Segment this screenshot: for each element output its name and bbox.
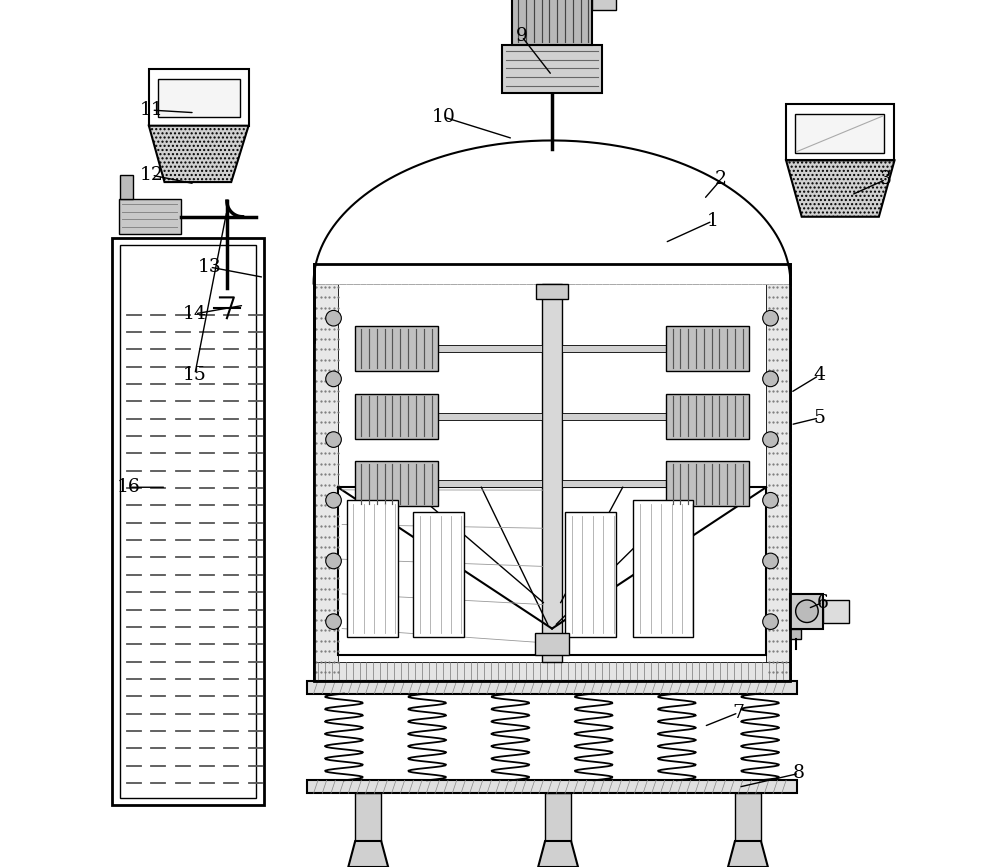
Bar <box>314 264 790 681</box>
Circle shape <box>763 371 778 387</box>
Bar <box>120 245 256 798</box>
Bar <box>502 45 602 93</box>
Circle shape <box>763 553 778 569</box>
Bar <box>307 780 797 793</box>
Circle shape <box>763 432 778 447</box>
Bar <box>562 480 666 487</box>
Text: 2: 2 <box>715 171 727 188</box>
Bar <box>314 264 790 284</box>
Text: 5: 5 <box>813 409 825 427</box>
Bar <box>795 114 884 153</box>
Circle shape <box>326 310 341 326</box>
Polygon shape <box>314 140 790 284</box>
Bar <box>823 600 849 623</box>
Text: 7: 7 <box>732 704 744 721</box>
Bar <box>666 326 749 371</box>
Bar <box>633 500 693 637</box>
Bar <box>536 284 568 299</box>
Bar <box>314 662 790 681</box>
Bar <box>338 487 766 655</box>
Text: 16: 16 <box>117 479 141 496</box>
Text: 6: 6 <box>817 594 828 611</box>
Text: 4: 4 <box>813 367 825 384</box>
Bar <box>307 681 797 694</box>
Bar <box>562 345 666 352</box>
Bar <box>565 512 616 637</box>
Polygon shape <box>348 841 388 867</box>
Bar <box>666 461 749 506</box>
Bar <box>355 461 438 506</box>
Bar <box>158 79 240 117</box>
Bar <box>735 793 761 841</box>
Polygon shape <box>728 841 768 867</box>
Bar <box>535 633 569 655</box>
Bar <box>112 238 264 805</box>
Bar <box>790 629 801 639</box>
Circle shape <box>326 553 341 569</box>
Bar <box>438 480 542 487</box>
Circle shape <box>326 371 341 387</box>
Circle shape <box>326 432 341 447</box>
Bar <box>355 326 438 371</box>
Circle shape <box>326 614 341 629</box>
Bar <box>355 793 381 841</box>
Polygon shape <box>149 126 249 182</box>
Text: 10: 10 <box>432 108 456 126</box>
Bar <box>592 0 616 10</box>
Circle shape <box>763 614 778 629</box>
Bar <box>314 264 790 681</box>
Text: 15: 15 <box>183 366 207 383</box>
Bar <box>790 594 823 629</box>
Bar <box>542 284 562 662</box>
Text: 13: 13 <box>198 258 221 276</box>
Bar <box>347 500 398 637</box>
Bar <box>149 69 249 126</box>
Bar <box>120 175 133 199</box>
Bar <box>786 104 894 160</box>
Text: 9: 9 <box>516 28 528 45</box>
Circle shape <box>763 310 778 326</box>
Bar <box>562 413 666 420</box>
Bar <box>666 394 749 439</box>
Text: 1: 1 <box>706 212 718 230</box>
Text: 3: 3 <box>880 171 892 188</box>
Bar <box>438 345 542 352</box>
Bar <box>355 394 438 439</box>
Circle shape <box>326 492 341 508</box>
Polygon shape <box>786 160 894 217</box>
Bar <box>512 0 592 45</box>
Circle shape <box>763 492 778 508</box>
Bar <box>545 793 571 841</box>
Polygon shape <box>538 841 578 867</box>
Bar <box>766 264 790 681</box>
Circle shape <box>796 600 818 623</box>
Text: 12: 12 <box>140 166 163 184</box>
Bar <box>438 413 542 420</box>
Text: 11: 11 <box>140 101 163 119</box>
Bar <box>119 199 181 234</box>
Text: 8: 8 <box>793 765 805 782</box>
Bar <box>413 512 464 637</box>
Bar <box>314 264 338 681</box>
Text: 14: 14 <box>183 305 207 323</box>
